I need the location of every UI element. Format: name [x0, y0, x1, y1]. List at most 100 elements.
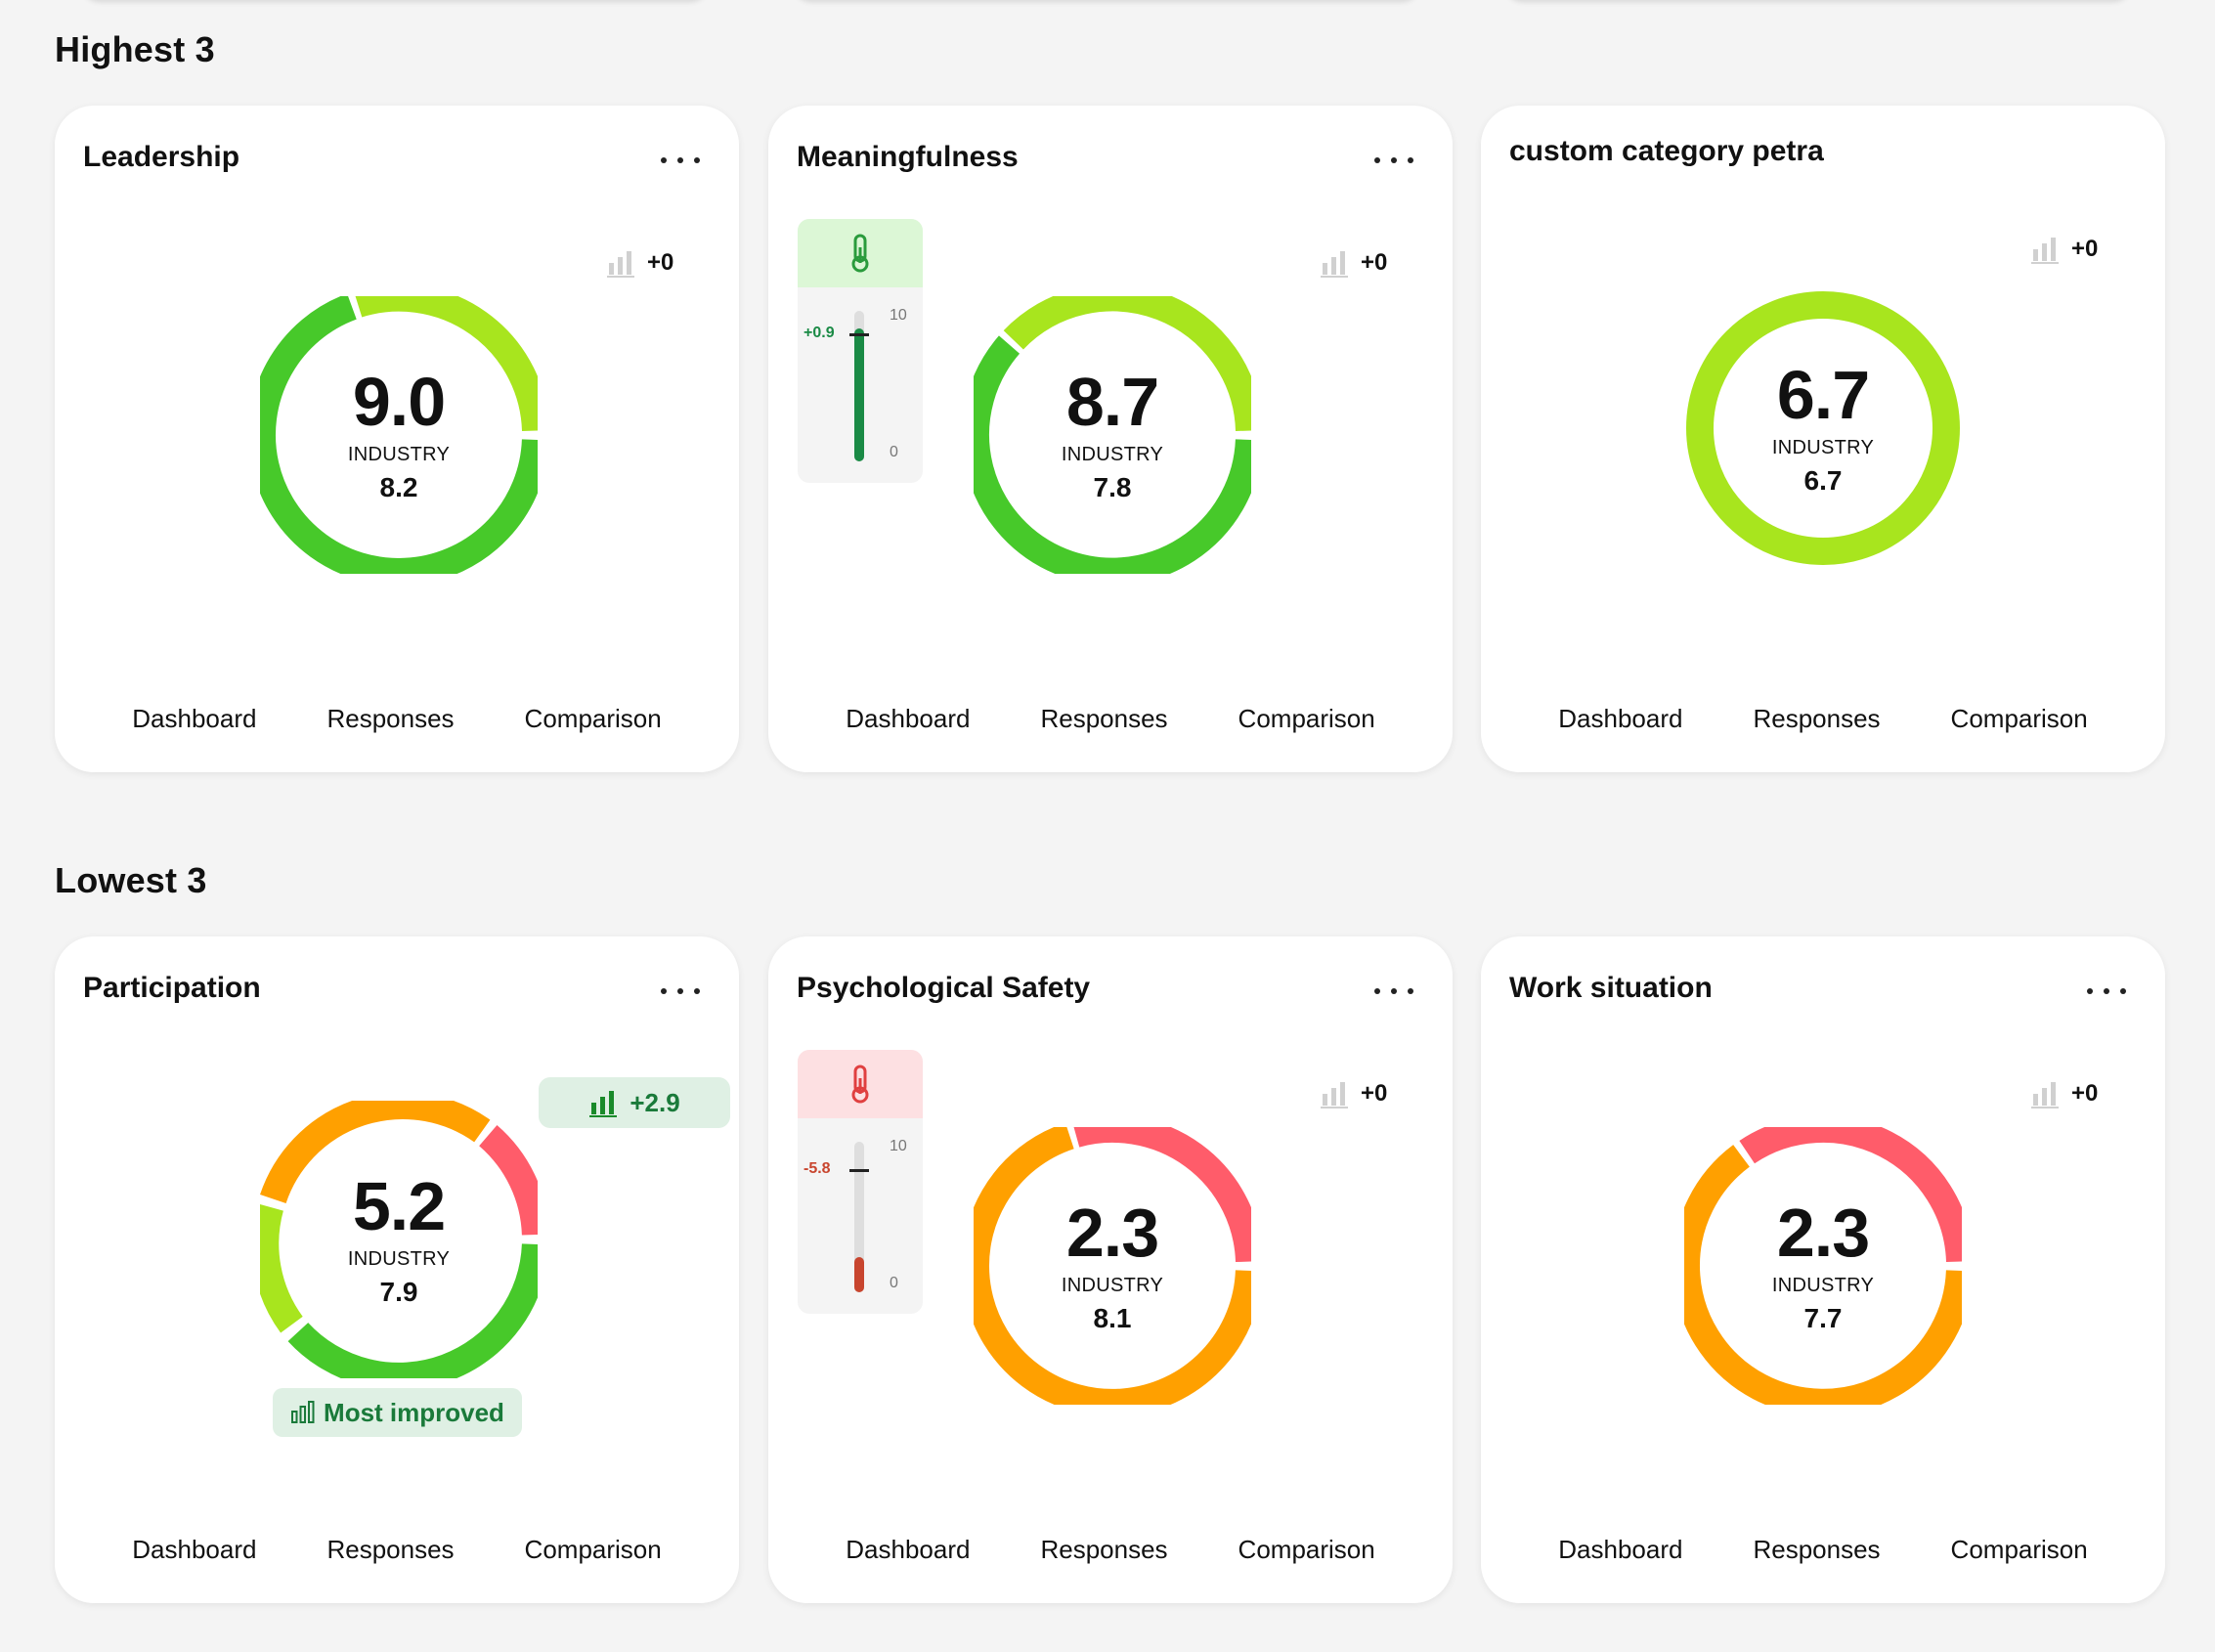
dashboard-link[interactable]: Dashboard	[132, 704, 257, 733]
section-title-lowest: Lowest 3	[55, 860, 207, 900]
donut-segment-green	[287, 1243, 538, 1378]
dashboard-link[interactable]: Dashboard	[1558, 704, 1683, 733]
bar-chart-icon	[291, 1401, 315, 1423]
trend-value: +0	[2071, 1080, 2099, 1107]
thermometer-widget: -5.8 10 0	[798, 1050, 923, 1314]
thermometer-widget: +0.9 10 0	[798, 219, 923, 483]
thermometer-delta: +0.9	[803, 325, 835, 341]
category-card-work-situation[interactable]: Work situation +0 2.3 INDUSTRY 7.7 Dashb…	[1481, 936, 2165, 1603]
category-card-psychological-safety[interactable]: Psychological Safety -5.8 10 0 +0	[768, 936, 1453, 1603]
trend-indicator: +0	[606, 248, 673, 278]
thermometer-max: 10	[890, 1138, 907, 1154]
responses-link[interactable]: Responses	[1753, 1535, 1881, 1564]
trend-value: +2.9	[630, 1087, 680, 1117]
industry-label: INDUSTRY	[1771, 436, 1875, 458]
section-title-highest: Highest 3	[55, 29, 215, 69]
responses-link[interactable]: Responses	[1753, 704, 1881, 733]
donut-segment-lime	[1686, 291, 1960, 565]
donut-segment-lime	[1003, 296, 1251, 432]
industry-value: 6.7	[1803, 464, 1843, 496]
score-donut: 8.7 INDUSTRY 7.8	[974, 296, 1251, 574]
thermometer-icon	[851, 1065, 869, 1104]
comparison-link[interactable]: Comparison	[1238, 1535, 1375, 1564]
thermometer-max: 10	[890, 307, 907, 324]
industry-label: INDUSTRY	[1061, 1274, 1164, 1296]
card-title: Leadership	[83, 141, 240, 173]
score-value: 6.7	[1776, 356, 1870, 433]
category-card-participation[interactable]: Participation +2.9 5.2 INDUSTRY 7.9 Most…	[55, 936, 739, 1603]
trend-value: +0	[2071, 236, 2099, 262]
card-links: Dashboard Responses Comparison	[1481, 704, 2165, 734]
comparison-link[interactable]: Comparison	[1238, 704, 1375, 733]
score-donut: 5.2 INDUSTRY 7.9	[260, 1101, 538, 1378]
score-value: 2.3	[1065, 1194, 1159, 1271]
dashboard-link[interactable]: Dashboard	[846, 704, 971, 733]
bar-chart-icon	[1321, 1082, 1348, 1109]
donut-segment-green	[260, 296, 538, 574]
bar-chart-icon	[2031, 238, 2059, 264]
card-links: Dashboard Responses Comparison	[55, 1535, 739, 1565]
trend-indicator: +0	[2030, 235, 2098, 264]
card-menu-button[interactable]	[1374, 979, 1413, 1003]
category-card-custom-category-petra[interactable]: custom category petra +0 6.7 INDUSTRY 6.…	[1481, 106, 2165, 772]
trend-value: +0	[1361, 1080, 1388, 1107]
thermometer-icon	[851, 234, 869, 273]
trend-value: +0	[1361, 249, 1388, 276]
comparison-link[interactable]: Comparison	[1950, 1535, 2088, 1564]
most-improved-badge: Most improved	[273, 1388, 522, 1437]
card-menu-button[interactable]	[2087, 979, 2126, 1003]
donut-segment-lime	[260, 1204, 303, 1333]
thermometer-min: 0	[890, 444, 898, 460]
thermometer-delta: -5.8	[803, 1160, 831, 1177]
card-links: Dashboard Responses Comparison	[768, 704, 1453, 734]
dashboard-link[interactable]: Dashboard	[132, 1535, 257, 1564]
bar-chart-icon	[2031, 1082, 2059, 1109]
category-card-meaningfulness[interactable]: Meaningfulness +0.9 10 0 +0 8.7	[768, 106, 1453, 772]
donut-segment-red	[478, 1124, 538, 1236]
card-links: Dashboard Responses Comparison	[1481, 1535, 2165, 1565]
card-menu-button[interactable]	[661, 149, 700, 172]
industry-label: INDUSTRY	[347, 1247, 451, 1270]
score-donut: 6.7 INDUSTRY 6.7	[1684, 289, 1962, 567]
responses-link[interactable]: Responses	[1040, 704, 1168, 733]
donut-segment-orange	[260, 1101, 491, 1204]
card-links: Dashboard Responses Comparison	[768, 1535, 1453, 1565]
responses-link[interactable]: Responses	[1040, 1535, 1168, 1564]
category-card-leadership[interactable]: Leadership +0 9.0 INDUSTRY 8.2 Dashboard…	[55, 106, 739, 772]
dashboard-link[interactable]: Dashboard	[1558, 1535, 1683, 1564]
score-value: 9.0	[352, 363, 446, 440]
trend-pill: +2.9	[539, 1077, 730, 1128]
trend-value: +0	[647, 249, 674, 276]
industry-value: 8.1	[1093, 1302, 1132, 1333]
industry-label: INDUSTRY	[1061, 443, 1164, 465]
trend-indicator: +0	[1320, 1079, 1387, 1109]
industry-value: 7.7	[1803, 1302, 1843, 1333]
industry-label: INDUSTRY	[347, 443, 451, 465]
score-donut: 2.3 INDUSTRY 8.1	[974, 1127, 1251, 1405]
comparison-link[interactable]: Comparison	[524, 1535, 662, 1564]
comparison-link[interactable]: Comparison	[524, 704, 662, 733]
bar-chart-icon	[589, 1091, 618, 1117]
card-title: Participation	[83, 972, 261, 1004]
donut-segment-red	[1739, 1127, 1962, 1263]
responses-link[interactable]: Responses	[326, 1535, 455, 1564]
comparison-link[interactable]: Comparison	[1950, 704, 2088, 733]
trend-indicator: +0	[1320, 248, 1387, 278]
score-value: 5.2	[352, 1167, 446, 1244]
dashboard-link[interactable]: Dashboard	[846, 1535, 971, 1564]
donut-segment-orange	[974, 1127, 1251, 1405]
score-value: 2.3	[1776, 1194, 1870, 1271]
card-title: Psychological Safety	[797, 972, 1091, 1004]
industry-value: 7.8	[1093, 471, 1132, 502]
card-title: custom category petra	[1509, 135, 1824, 167]
trend-indicator: +0	[2030, 1079, 2098, 1109]
donut-segment-orange	[1684, 1145, 1962, 1405]
responses-link[interactable]: Responses	[326, 704, 455, 733]
card-menu-button[interactable]	[1374, 149, 1413, 172]
badge-label: Most improved	[324, 1397, 504, 1427]
bar-chart-icon	[1321, 251, 1348, 278]
donut-segment-green	[974, 335, 1251, 574]
bar-chart-icon	[607, 251, 634, 278]
card-menu-button[interactable]	[661, 979, 700, 1003]
industry-value: 7.9	[379, 1276, 418, 1307]
